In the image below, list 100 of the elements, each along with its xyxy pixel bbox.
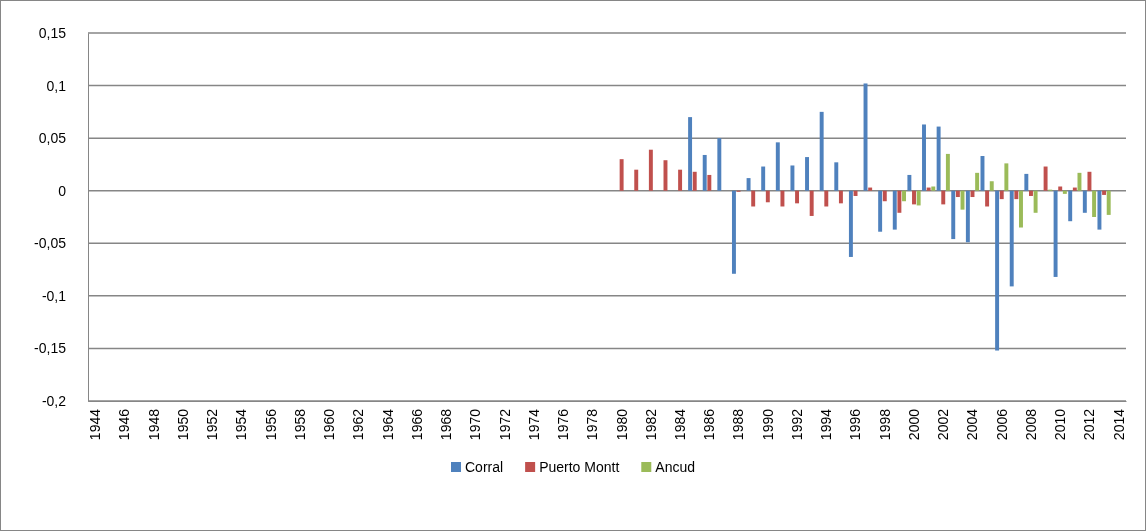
x-tick-label: 2014 <box>1110 408 1127 441</box>
bar <box>805 157 810 191</box>
x-tick-label: 1968 <box>438 408 455 441</box>
bar <box>688 117 693 191</box>
x-tick-label: 1956 <box>262 408 279 441</box>
bar <box>902 190 906 202</box>
bar <box>1072 187 1077 191</box>
x-tick-label: 1992 <box>788 408 805 441</box>
bar <box>634 169 639 191</box>
bar <box>853 190 858 196</box>
bar <box>1058 186 1063 191</box>
bar <box>761 166 766 191</box>
bar <box>1092 190 1097 217</box>
bar <box>795 190 800 204</box>
x-tick-label: 1960 <box>321 408 338 441</box>
bar <box>975 172 980 191</box>
bar <box>1077 172 1082 191</box>
bar <box>619 159 624 191</box>
bar <box>1019 190 1023 228</box>
x-tick-label: 1996 <box>847 408 864 441</box>
x-tick-label: 2004 <box>964 408 981 441</box>
bar <box>1068 190 1073 222</box>
bar <box>1087 171 1092 191</box>
bar <box>838 190 843 204</box>
bar <box>824 190 829 207</box>
legend-label: Puerto Montt <box>539 459 620 475</box>
x-tick-label: 1980 <box>613 408 630 441</box>
bar <box>1004 163 1009 191</box>
bar <box>1106 190 1111 215</box>
bar <box>751 190 756 207</box>
bar <box>995 190 1000 351</box>
bar <box>1033 190 1038 213</box>
bar <box>945 153 950 191</box>
x-tick-label: 1964 <box>379 408 396 441</box>
x-tick-label: 1998 <box>876 408 893 441</box>
x-tick-label: 1976 <box>555 408 572 441</box>
bar <box>922 124 926 191</box>
bar <box>965 190 970 243</box>
bar <box>678 169 683 191</box>
x-tick-label: 1994 <box>818 408 835 441</box>
bar <box>941 190 946 205</box>
x-tick-label: 1946 <box>116 408 133 441</box>
bar <box>955 190 960 198</box>
x-tick-label: 1986 <box>701 408 718 441</box>
bar <box>936 126 941 191</box>
bar <box>1009 190 1014 287</box>
bar <box>648 149 653 191</box>
bar <box>692 171 697 191</box>
y-tick-label: -0,1 <box>41 287 67 304</box>
bar <box>775 142 780 191</box>
bar <box>707 174 712 191</box>
x-tick-label: 1966 <box>408 408 425 441</box>
y-tick-label: -0,15 <box>34 340 67 357</box>
bar <box>834 162 839 191</box>
x-tick-label: 2000 <box>905 408 922 441</box>
bar <box>878 190 883 232</box>
x-tick-label: 1990 <box>759 408 776 441</box>
x-tick-label: 1972 <box>496 408 513 441</box>
x-tick-label: 2008 <box>1022 408 1039 441</box>
y-tick-label: 0,05 <box>38 130 67 147</box>
y-tick-label: 0 <box>58 182 67 199</box>
x-tick-label: 2012 <box>1081 408 1098 441</box>
bar <box>916 190 921 206</box>
x-tick-label: 1982 <box>642 408 659 441</box>
x-tick-label: 1970 <box>467 408 484 441</box>
bar <box>1062 190 1067 194</box>
bar <box>848 190 853 257</box>
bar <box>1102 190 1107 195</box>
bar <box>999 190 1004 200</box>
legend-label: Ancud <box>655 459 695 475</box>
bar <box>907 174 912 191</box>
x-tick-label: 1974 <box>525 408 542 441</box>
bar <box>765 190 770 203</box>
bar <box>912 190 916 205</box>
y-tick-label: -0,05 <box>34 235 67 252</box>
x-tick-label: 1944 <box>87 408 104 441</box>
bar <box>951 190 956 240</box>
x-tick-label: 2006 <box>993 408 1010 441</box>
bar <box>746 178 751 191</box>
bar <box>1097 190 1102 230</box>
y-tick-label: 0,15 <box>38 24 67 41</box>
bar <box>892 190 897 230</box>
bar <box>868 187 873 191</box>
bar <box>819 111 824 191</box>
bar <box>926 187 931 191</box>
bar <box>1043 166 1048 191</box>
x-tick-label: 2002 <box>935 408 952 441</box>
x-tick-label: 1984 <box>672 408 688 441</box>
x-tick-label: 1950 <box>174 408 191 441</box>
y-tick-label: -0,2 <box>41 392 67 409</box>
bar <box>809 190 814 216</box>
legend-label: Corral <box>465 459 504 475</box>
bar <box>985 190 990 207</box>
bar <box>931 186 936 191</box>
bar <box>702 154 707 191</box>
x-tick-label: 1952 <box>204 408 221 441</box>
x-tick-label: 1978 <box>584 408 601 441</box>
y-tick-label: 0,1 <box>46 77 67 94</box>
bar <box>780 190 785 207</box>
x-tick-label: 1988 <box>730 408 747 441</box>
